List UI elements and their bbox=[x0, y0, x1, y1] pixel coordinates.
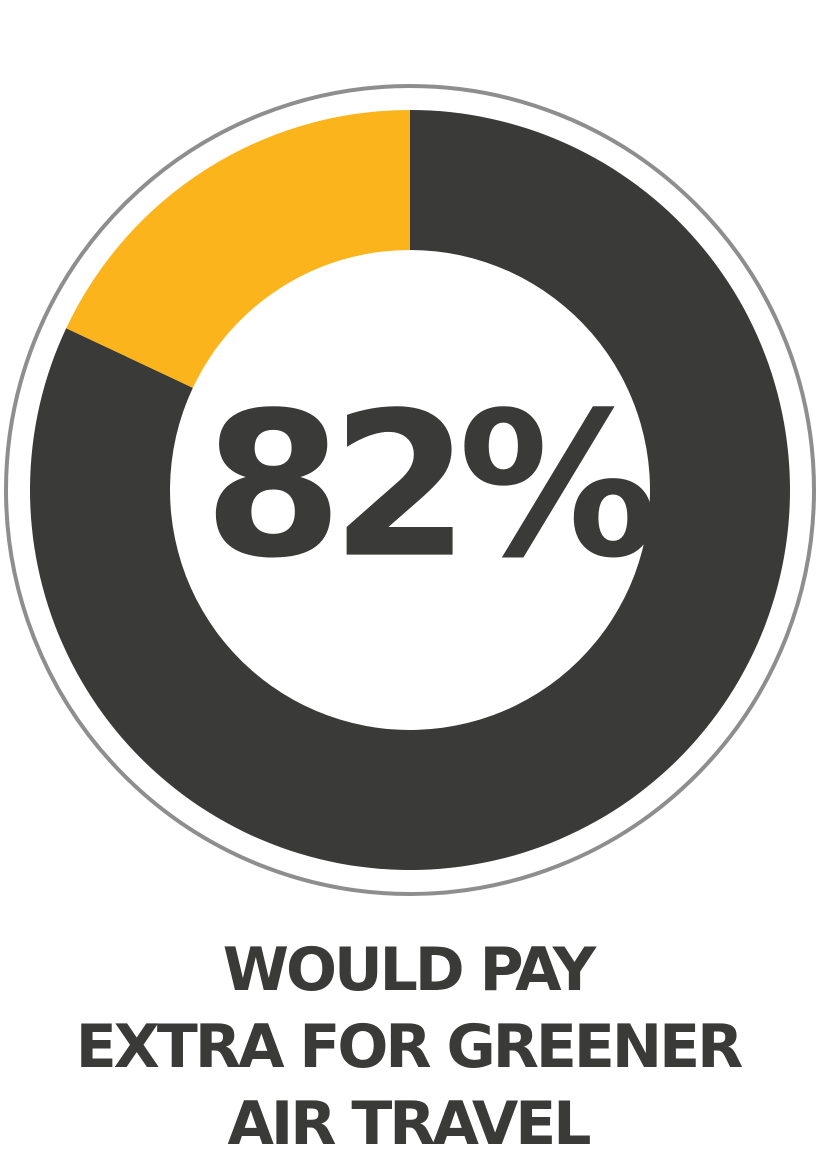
donut-segment bbox=[66, 110, 411, 388]
caption-line: WOULD PAY bbox=[223, 935, 598, 1005]
caption-line: AIR TRAVEL bbox=[228, 1089, 591, 1155]
donut-segment bbox=[29, 110, 790, 871]
center-label: 82% bbox=[204, 370, 653, 603]
caption-line: EXTRA FOR GREENER bbox=[76, 1012, 742, 1082]
outer-ring bbox=[4, 84, 816, 896]
donut bbox=[29, 110, 790, 871]
